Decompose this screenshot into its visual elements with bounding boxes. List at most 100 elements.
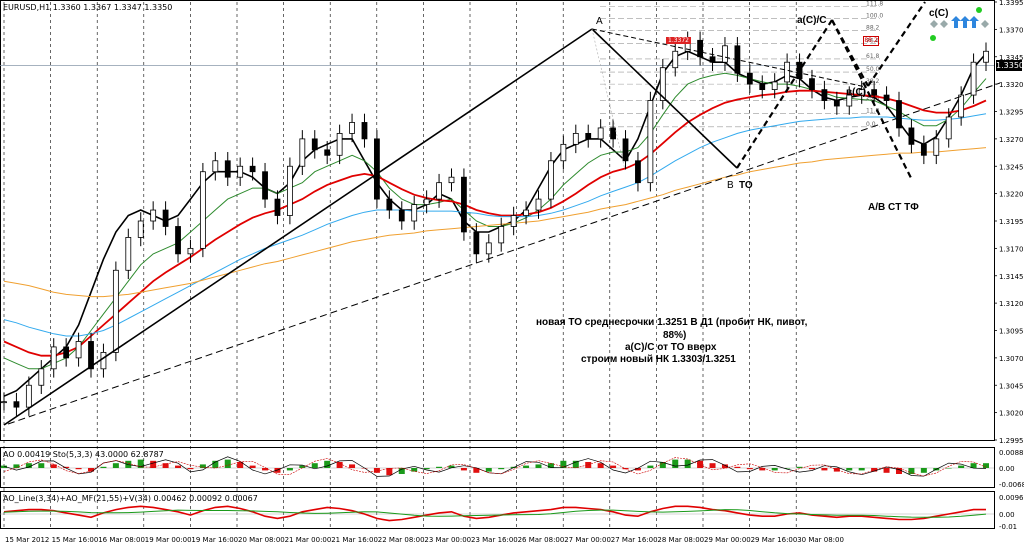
- candle-body: [349, 122, 355, 134]
- ao-bar: [871, 468, 878, 472]
- diamond-icon: [981, 20, 989, 28]
- fib-signal-box: 88.2: [863, 36, 879, 46]
- y-tick-label: 1.3320: [999, 81, 1024, 89]
- note-line-2: 88%): [663, 330, 687, 341]
- ao-bar: [112, 463, 119, 468]
- candle-body: [535, 198, 542, 211]
- candle-body: [150, 209, 157, 222]
- y-tick-label: 1.2995: [999, 437, 1024, 445]
- ao-bar: [808, 468, 815, 470]
- candle-body: [809, 78, 815, 91]
- ao-y-tick-label: -0.00689: [999, 481, 1024, 489]
- ao-bar: [199, 464, 206, 468]
- ao-bar: [672, 459, 679, 468]
- x-tick-label: 23 Mar 00:00: [424, 536, 471, 544]
- candle-body: [548, 160, 554, 200]
- ao-bar: [647, 465, 654, 468]
- ao-bar: [734, 466, 741, 468]
- candle-body: [13, 401, 20, 408]
- y-tick-label: 1.3120: [999, 300, 1024, 308]
- ao-bar: [585, 462, 592, 468]
- wave-a-label: A: [596, 16, 603, 27]
- fib-level-label: 50.0: [866, 66, 880, 73]
- candle-body: [50, 346, 57, 370]
- ao-bar: [771, 468, 778, 471]
- ma-orange-line: [3, 147, 987, 298]
- sto-main-line: [3, 456, 987, 477]
- ao-line-y-tick-label: 0.00961: [999, 494, 1024, 502]
- ao-bar: [958, 465, 965, 468]
- ao-bar: [945, 468, 952, 469]
- x-tick-label: 19 Mar 00:00: [145, 536, 192, 544]
- arrow-up-icon: [969, 16, 979, 28]
- ao-bar: [448, 465, 455, 468]
- ao-line-red: [3, 505, 986, 522]
- y-tick-label: 1.3045: [999, 382, 1024, 390]
- candle-body: [324, 149, 331, 156]
- candle-body: [498, 226, 505, 244]
- candle-body: [746, 72, 753, 85]
- wave-cc-projection: [867, 1, 926, 87]
- ao-bar: [895, 468, 902, 474]
- ao-panel-frame: [0, 447, 995, 488]
- ao-bar: [13, 464, 20, 468]
- candle-body: [212, 160, 219, 173]
- candle-body: [722, 45, 728, 63]
- candle-body: [771, 81, 778, 90]
- y-tick-label: 1.3195: [999, 218, 1024, 226]
- y-tick-label: 1.3220: [999, 191, 1024, 199]
- ao-bar: [983, 463, 989, 468]
- candle-body: [262, 171, 268, 200]
- fib-anchor-line: [591, 28, 626, 171]
- candle-body: [958, 94, 965, 118]
- candle-body: [821, 89, 828, 101]
- ao-bar: [709, 463, 716, 468]
- candle-body: [125, 237, 132, 271]
- trend-line-up: [3, 28, 593, 426]
- ao-line-panel-frame: [0, 491, 995, 529]
- candle-body: [63, 346, 70, 359]
- fib-level-label: 23.6: [866, 95, 880, 102]
- fib-level-label: 88.2: [866, 24, 880, 31]
- candle-body: [199, 171, 206, 249]
- main-panel-frame: [0, 0, 995, 441]
- candle-body: [672, 50, 679, 69]
- y-tick-label: 1.3370: [999, 26, 1024, 34]
- y-tick-label: 1.3070: [999, 355, 1024, 363]
- ao-bar: [560, 460, 567, 468]
- ao-bar: [597, 463, 604, 468]
- fib-level-label: 11.8: [866, 108, 880, 115]
- channel-top: [591, 28, 867, 88]
- candle-body: [945, 116, 952, 140]
- candle-body: [983, 50, 989, 63]
- wave-ab-line: [591, 28, 738, 169]
- ao-bar: [821, 468, 828, 471]
- ao-bar: [224, 459, 231, 468]
- signal-icons: [930, 7, 989, 41]
- candle-body: [759, 83, 766, 90]
- ma-red-line: [3, 89, 987, 357]
- candle-body: [386, 198, 393, 211]
- ao-bar: [436, 466, 443, 468]
- ao-bar: [634, 468, 641, 471]
- candle-body: [286, 165, 293, 216]
- sto-signal-line: [3, 457, 987, 477]
- x-tick-label: 30 Mar 08:00: [797, 536, 844, 544]
- candle-body: [374, 138, 380, 200]
- candle-body: [237, 165, 244, 178]
- candle-body: [299, 138, 306, 167]
- candle-body: [523, 209, 529, 216]
- ao-bar: [746, 468, 753, 470]
- candle-body: [858, 89, 865, 96]
- ao-bar: [373, 468, 380, 473]
- ao-bar: [684, 459, 691, 468]
- ao-bar: [535, 464, 542, 468]
- x-tick-label: 28 Mar 08:00: [657, 536, 704, 544]
- x-tick-label: 16 Mar 08:00: [98, 536, 145, 544]
- ao-bar: [485, 468, 492, 472]
- ao-bar: [697, 460, 704, 468]
- ao-bar: [75, 468, 82, 470]
- signal-dot-icon: [930, 35, 936, 41]
- y-tick-label: 1.3345: [999, 54, 1024, 62]
- ao-bar: [137, 459, 144, 468]
